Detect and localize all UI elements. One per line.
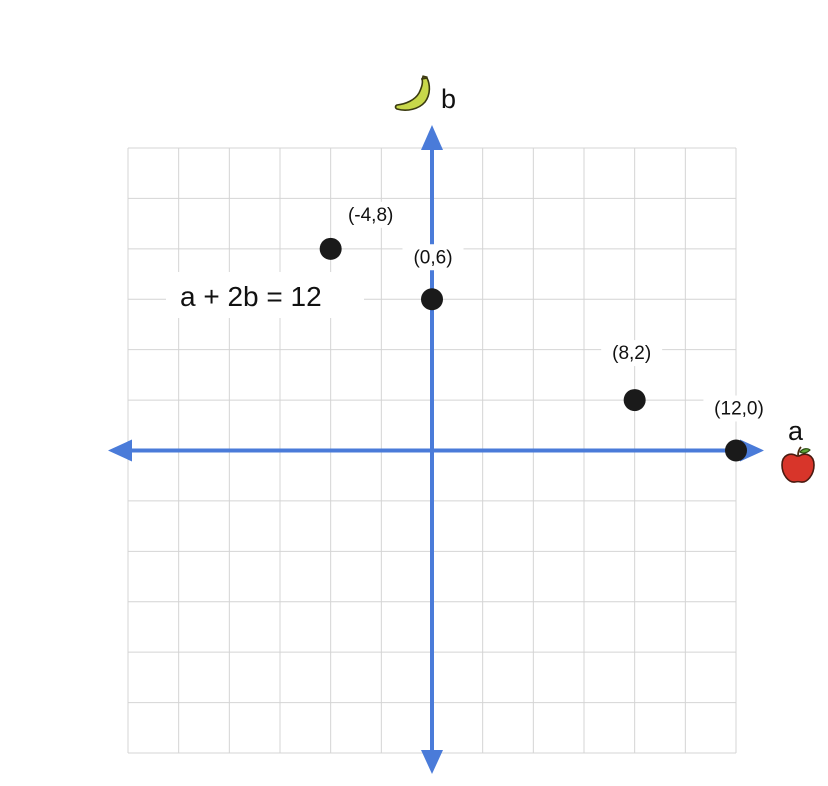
data-point (319, 237, 342, 260)
equation-label-bg (166, 272, 364, 318)
x-axis-arrow-right (740, 439, 764, 462)
point-label-bg (703, 395, 775, 422)
point-label: (0,6) (413, 247, 452, 268)
x-axis-title-group: a (781, 416, 815, 483)
axes (108, 125, 764, 774)
apple-icon (781, 446, 815, 483)
banana-icon (394, 75, 431, 111)
x-axis-arrow-left (108, 439, 132, 462)
equation-label: a + 2b = 12 (180, 281, 322, 312)
point-label: (12,0) (714, 399, 764, 420)
equation-label-group: a + 2b = 12 (166, 272, 364, 318)
point-label: (-4,8) (348, 205, 393, 226)
point-label-bg (402, 244, 464, 271)
y-axis-arrow-up (421, 125, 443, 150)
x-axis-label: a (788, 416, 804, 446)
y-axis-label: b (441, 84, 456, 114)
data-point (623, 389, 646, 412)
point-label: (8,2) (612, 343, 651, 364)
y-axis-arrow-down (421, 750, 443, 774)
point-label-bg (601, 340, 663, 367)
data-point (421, 288, 443, 311)
y-axis-title-group: b (394, 75, 456, 114)
data-point (725, 439, 747, 462)
point-label-bg (335, 201, 407, 228)
data-points: (-4,8) (0,6) (8,2) (12,0) (319, 201, 775, 462)
